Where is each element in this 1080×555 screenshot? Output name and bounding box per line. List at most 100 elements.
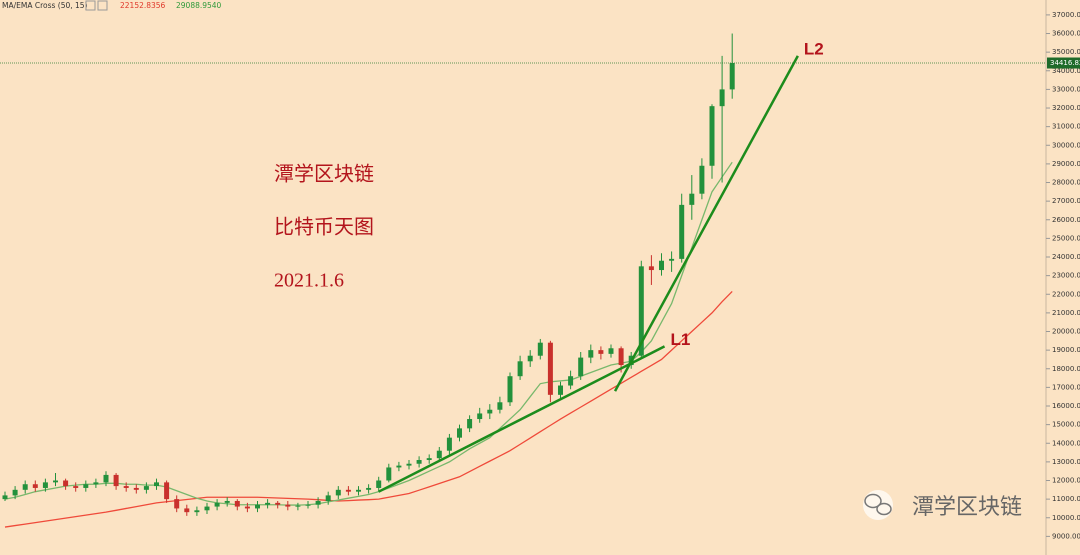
candle-body xyxy=(123,486,129,488)
candle-body xyxy=(507,376,513,403)
candle-body xyxy=(669,258,675,261)
candle-body xyxy=(376,480,382,488)
icon xyxy=(97,0,108,11)
y-tick-label: 20000.00 xyxy=(1052,328,1080,336)
y-tick-label: 13000.00 xyxy=(1052,458,1080,466)
candle-body xyxy=(275,502,281,505)
annotation: 比特币天图 xyxy=(274,216,374,239)
trendline xyxy=(613,55,799,392)
y-tick-label: 35000.00 xyxy=(1052,48,1080,56)
candle-body xyxy=(527,355,533,362)
y-tick-label: 12000.00 xyxy=(1052,477,1080,485)
y-tick-label: 21000.00 xyxy=(1052,309,1080,317)
candle-body xyxy=(214,502,220,507)
candle-body xyxy=(558,385,563,395)
candle-body xyxy=(32,484,38,488)
candle-body xyxy=(113,474,119,487)
candle-body xyxy=(93,482,99,485)
candle-body xyxy=(598,350,604,354)
candle-body xyxy=(103,474,109,483)
y-tick-label: 23000.00 xyxy=(1052,272,1080,280)
candle-body xyxy=(436,450,442,459)
candle-body xyxy=(22,484,28,490)
y-tick-label: 22000.00 xyxy=(1052,290,1080,298)
candle-body xyxy=(487,409,493,414)
candle-body xyxy=(588,350,594,358)
y-tick-label: 28000.00 xyxy=(1052,179,1080,187)
trendline-label: L2 xyxy=(804,39,824,58)
candle-body xyxy=(255,504,260,509)
y-tick-label: 25000.00 xyxy=(1052,234,1080,242)
y-tick-label: 31000.00 xyxy=(1052,123,1080,131)
candle-body xyxy=(174,499,180,509)
candle-body xyxy=(416,460,422,464)
candle-body xyxy=(265,502,271,505)
candle-body xyxy=(234,500,240,507)
candle-body xyxy=(73,486,79,488)
candle-body xyxy=(325,495,331,501)
ma-readout: 22152.8356 xyxy=(120,1,166,10)
candle-body xyxy=(63,480,69,487)
y-tick-label: 36000.00 xyxy=(1052,30,1080,38)
y-tick-label: 10000.00 xyxy=(1052,514,1080,522)
y-tick-label: 34000.00 xyxy=(1052,67,1080,75)
candle-body xyxy=(184,508,190,513)
candle-body xyxy=(638,266,644,356)
candle-body xyxy=(608,348,614,354)
y-tick-label: 24000.00 xyxy=(1052,253,1080,261)
y-tick-label: 19000.00 xyxy=(1052,346,1080,354)
candle-body xyxy=(143,486,149,490)
y-tick-label: 15000.00 xyxy=(1052,421,1080,429)
candle-body xyxy=(366,487,372,490)
candle-body xyxy=(12,489,18,496)
y-tick-label: 9000.00 xyxy=(1052,532,1080,540)
candle-body xyxy=(2,495,8,500)
candle-body xyxy=(457,428,462,438)
candle-body xyxy=(618,348,624,366)
candle-body xyxy=(164,482,170,500)
ma-line xyxy=(4,290,733,528)
candle-body xyxy=(699,165,705,194)
candle-body xyxy=(315,500,321,505)
candle-body xyxy=(467,419,473,429)
candle-body xyxy=(194,510,200,513)
y-tick-label: 11000.00 xyxy=(1052,495,1080,503)
candle-body xyxy=(204,506,210,511)
candle-body xyxy=(578,357,584,377)
candle-body xyxy=(224,500,230,503)
candle-body xyxy=(396,465,402,468)
candle-body xyxy=(517,361,523,377)
candle-body xyxy=(709,106,715,166)
candle-body xyxy=(689,193,695,205)
candle-body xyxy=(244,506,250,509)
y-tick-label: 26000.00 xyxy=(1052,216,1080,224)
trendline xyxy=(378,345,666,493)
candle-body xyxy=(659,260,664,271)
candle-body xyxy=(133,487,139,490)
annotation: 2021.1.6 xyxy=(274,270,344,292)
candle-body xyxy=(719,89,725,107)
y-tick-label: 30000.00 xyxy=(1052,141,1080,149)
candle-body xyxy=(497,402,503,410)
candle-body xyxy=(345,489,351,492)
candle-body xyxy=(295,505,301,507)
candle-body xyxy=(83,484,89,488)
candle-body xyxy=(154,482,159,487)
candle-body xyxy=(547,342,553,395)
last-price-label: 34416.82 xyxy=(1050,59,1080,67)
y-tick-label: 27000.00 xyxy=(1052,197,1080,205)
y-tick-label: 17000.00 xyxy=(1052,383,1080,391)
candle-body xyxy=(446,437,452,451)
candle-body xyxy=(335,489,341,496)
candle-body xyxy=(53,480,58,483)
candle-body xyxy=(386,467,392,481)
candle-body xyxy=(537,342,543,356)
annotation: 潭学区块链 xyxy=(274,163,374,186)
plot-area: L1 L2 xyxy=(2,33,824,528)
y-tick-label: 29000.00 xyxy=(1052,160,1080,168)
y-tick-label: 32000.00 xyxy=(1052,104,1080,112)
candle-body xyxy=(729,63,735,90)
y-tick-label: 16000.00 xyxy=(1052,402,1080,410)
y-tick-label: 37000.00 xyxy=(1052,11,1080,19)
